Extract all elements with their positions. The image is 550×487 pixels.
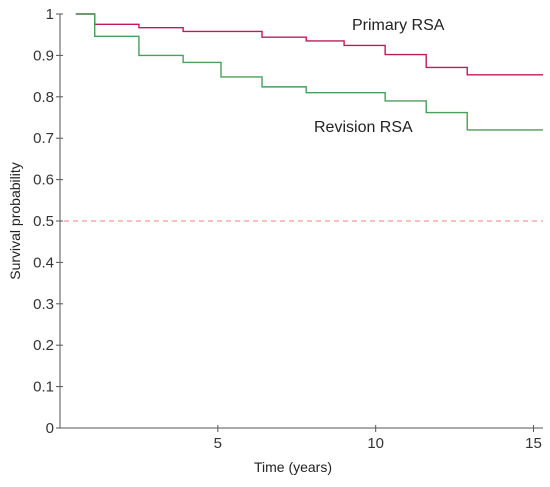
- y-tick-label: 0.2: [33, 337, 54, 354]
- series-label-primary: Primary RSA: [352, 17, 445, 34]
- y-tick-label: 0.4: [33, 254, 54, 271]
- series-lines: [75, 13, 543, 131]
- y-tick-label: 0.7: [33, 130, 54, 147]
- series-line-primary: [75, 13, 543, 76]
- series-line-revision: [75, 13, 543, 131]
- y-ticks: 0 0.1 0.2 0.3 0.4 0.5 0.6 0.7 0.8 0.9 1: [33, 6, 63, 437]
- y-tick-label: 0.9: [33, 47, 54, 64]
- x-ticks: 5 10 15: [214, 425, 542, 452]
- y-tick-label: 0.1: [33, 379, 54, 396]
- y-tick-label: 0.6: [33, 172, 54, 189]
- x-tick-label: 15: [525, 435, 542, 452]
- y-tick-label: 0.5: [33, 213, 54, 230]
- y-tick-label: 0: [46, 420, 54, 437]
- y-axis-title: Survival probability: [7, 162, 23, 280]
- series-label-revision: Revision RSA: [314, 119, 413, 136]
- x-tick-label: 5: [214, 435, 222, 452]
- y-tick-label: 0.8: [33, 89, 54, 106]
- x-axis-title: Time (years): [254, 459, 332, 475]
- y-tick-label: 0.3: [33, 296, 54, 313]
- x-tick-label: 10: [367, 435, 384, 452]
- y-tick-label: 1: [46, 6, 54, 23]
